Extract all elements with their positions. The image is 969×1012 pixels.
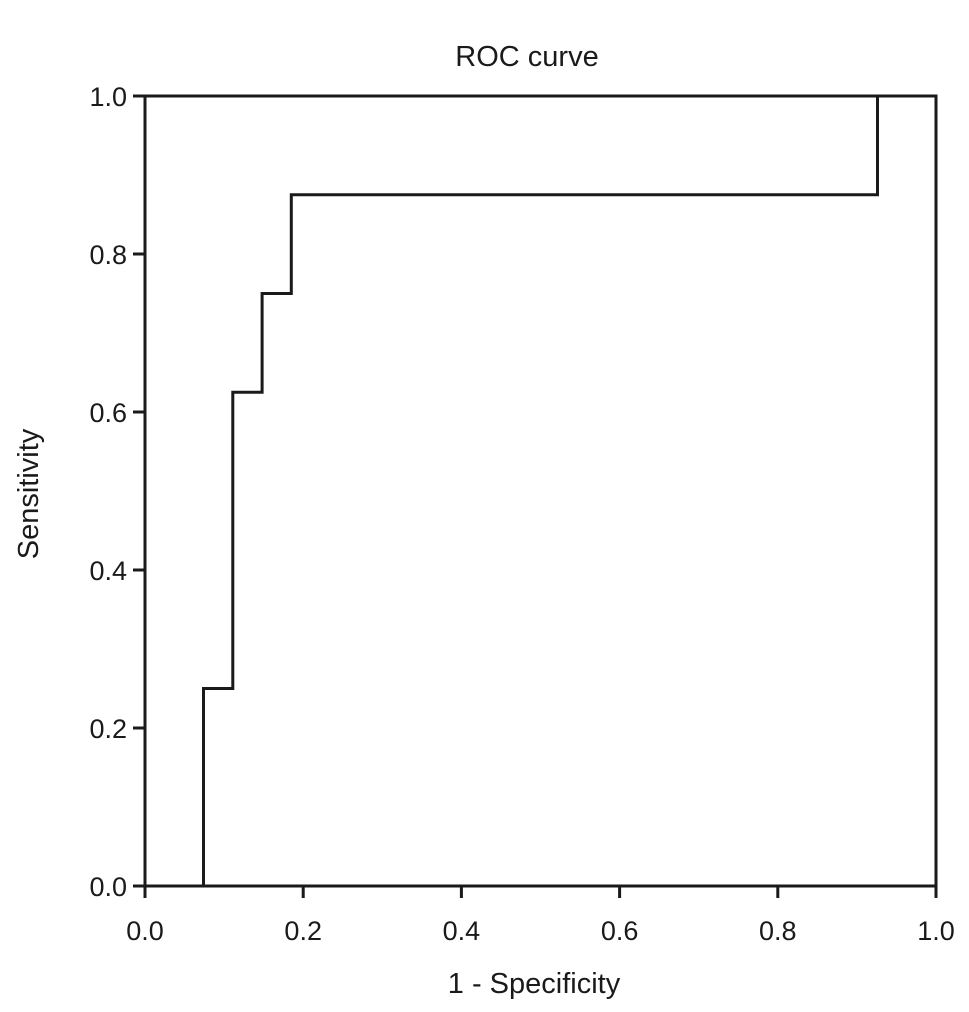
x-axis: 0.0 0.2 0.4 0.6 0.8 1.0 [126, 886, 955, 946]
y-axis-title: Sensitivity [13, 428, 45, 559]
roc-curve-line [145, 94, 936, 888]
y-tick-label: 0.6 [89, 398, 127, 428]
y-tick-label: 0.0 [89, 872, 127, 902]
plot-frame [143, 94, 938, 888]
y-tick-label: 0.4 [89, 556, 127, 586]
x-tick-label: 0.4 [443, 916, 481, 946]
x-tick-label: 0.8 [759, 916, 797, 946]
x-tick-label: 0.6 [601, 916, 639, 946]
x-axis-title: 1 - Specificity [448, 968, 621, 1000]
y-tick-label: 0.2 [89, 714, 127, 744]
x-tick-label: 0.0 [126, 916, 164, 946]
x-tick-label: 0.2 [284, 916, 322, 946]
y-tick-label: 1.0 [89, 82, 127, 112]
x-tick-label: 1.0 [917, 916, 955, 946]
chart-title: ROC curve [455, 41, 598, 73]
y-tick-label: 0.8 [89, 240, 127, 270]
y-axis: 0.0 0.2 0.4 0.6 0.8 1.0 [89, 82, 145, 902]
